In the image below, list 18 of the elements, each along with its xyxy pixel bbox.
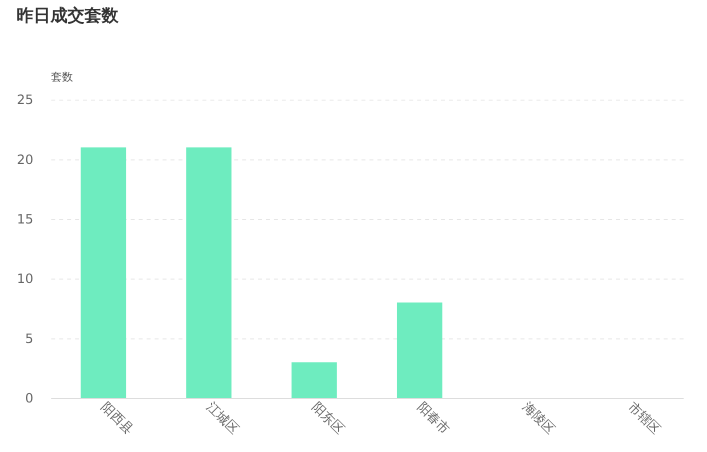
y-tick-label: 0 — [25, 391, 34, 406]
x-tick-label: 阳西县 — [98, 400, 136, 438]
bar — [80, 147, 126, 398]
x-tick-label: 阳春市 — [414, 400, 452, 438]
y-tick-label: 15 — [16, 212, 34, 228]
y-tick-label: 10 — [16, 272, 34, 288]
y-tick-label: 5 — [25, 332, 34, 347]
bar — [186, 147, 232, 398]
x-tick-label: 海陵区 — [519, 400, 558, 438]
bar — [396, 302, 442, 398]
y-axis-title: 套数 — [51, 70, 74, 84]
y-tick-label: 25 — [16, 93, 34, 108]
x-tick-label: 江城区 — [203, 400, 242, 438]
y-tick-label: 20 — [16, 152, 34, 168]
x-tick-label: 阳东区 — [308, 400, 347, 438]
bar — [292, 362, 337, 398]
chart-title: 昨日成交套数 — [16, 5, 120, 26]
x-tick-label: 市辖区 — [624, 400, 663, 438]
